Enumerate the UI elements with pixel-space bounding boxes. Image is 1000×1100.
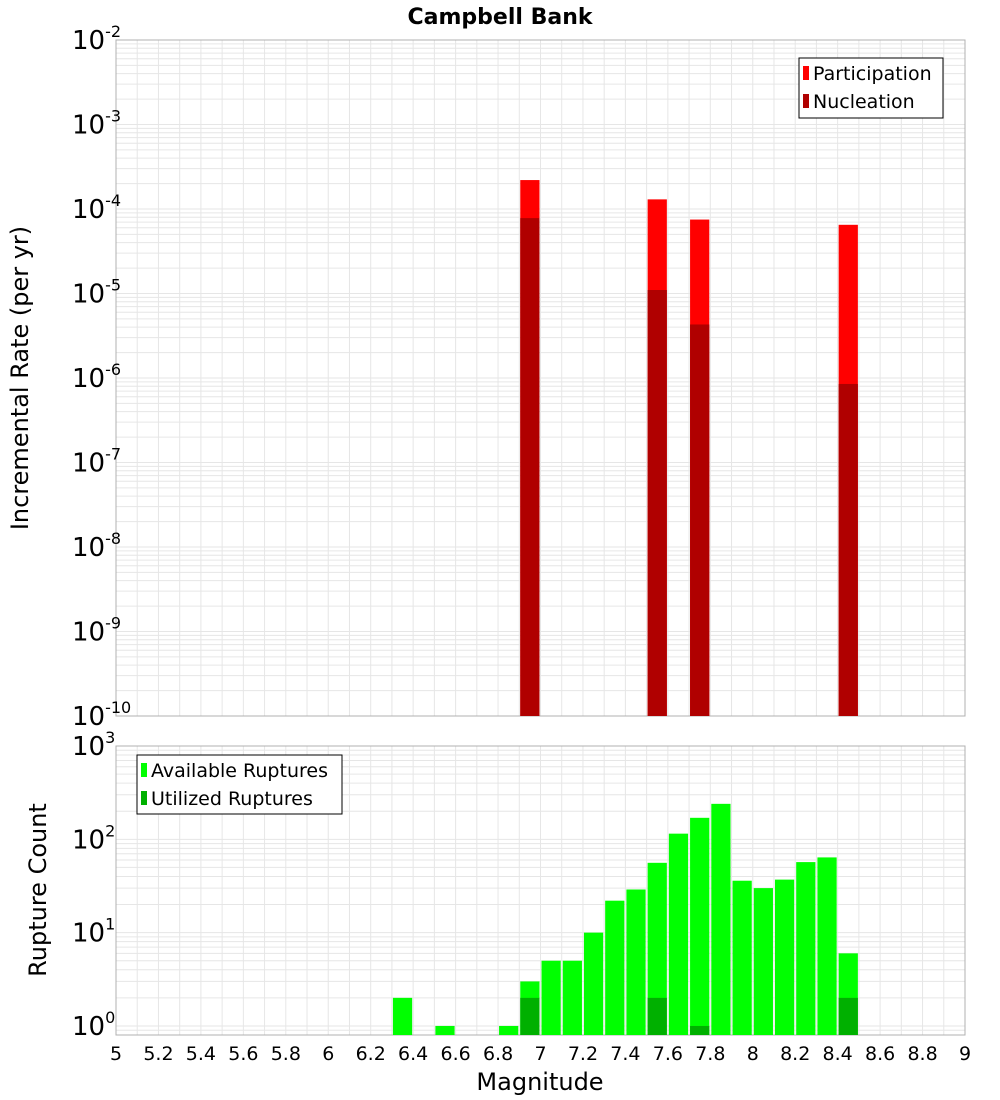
legend-available-swatch bbox=[141, 763, 147, 777]
x-tick-label: 7 bbox=[534, 1043, 546, 1065]
available-ruptures-bar bbox=[541, 960, 561, 1035]
y-tick-label: 10-5 bbox=[72, 276, 121, 310]
x-tick-label: 8.4 bbox=[823, 1043, 853, 1065]
legend-available-label: Available Ruptures bbox=[151, 760, 328, 782]
y-tick-label: 10-9 bbox=[72, 614, 121, 648]
available-ruptures-bar bbox=[435, 1025, 455, 1035]
available-ruptures-bar bbox=[711, 803, 731, 1035]
x-tick-label: 7.4 bbox=[610, 1043, 640, 1065]
y-tick-label: 100 bbox=[72, 1008, 115, 1042]
y-tick-label: 10-6 bbox=[72, 360, 121, 394]
available-ruptures-bar bbox=[605, 900, 625, 1035]
x-tick-label: 8.6 bbox=[865, 1043, 895, 1065]
x-tick-label: 7.2 bbox=[568, 1043, 598, 1065]
y-tick-label: 103 bbox=[72, 728, 115, 762]
nucleation-bar bbox=[838, 383, 858, 716]
x-tick-label: 5.6 bbox=[228, 1043, 258, 1065]
bottom-panel: 103 102 101 100 Rupture Count Available Rup… bbox=[24, 728, 971, 1096]
bottom-legend-box bbox=[136, 754, 343, 815]
y-tick-label: 10-2 bbox=[72, 22, 121, 56]
available-ruptures-bar bbox=[626, 889, 646, 1035]
utilized-ruptures-bar bbox=[647, 997, 667, 1035]
y-tick-label: 10-7 bbox=[72, 445, 121, 479]
x-tick-label: 6.2 bbox=[356, 1043, 386, 1065]
top-legend-box bbox=[798, 57, 944, 119]
bottom-plot-frame bbox=[115, 745, 966, 1036]
top-grid bbox=[115, 39, 966, 717]
available-ruptures-bar bbox=[796, 862, 816, 1035]
y-tick-label: 10-3 bbox=[72, 107, 121, 141]
top-plot-frame bbox=[115, 39, 966, 717]
bottom-bars bbox=[392, 803, 858, 1035]
legend-participation-swatch bbox=[803, 66, 809, 80]
available-ruptures-bar bbox=[392, 997, 413, 1035]
y-tick-label: 10-8 bbox=[72, 529, 121, 563]
y-tick-label: 10-10 bbox=[72, 698, 131, 732]
legend-participation-label: Participation bbox=[813, 63, 932, 85]
available-ruptures-bar bbox=[668, 833, 689, 1035]
nucleation-bar bbox=[690, 324, 710, 716]
available-ruptures-bar bbox=[562, 960, 582, 1035]
available-ruptures-bar bbox=[817, 857, 837, 1035]
legend-utilized-swatch bbox=[141, 791, 147, 805]
available-ruptures-bar bbox=[774, 879, 795, 1035]
x-tick-label: 7.8 bbox=[695, 1043, 725, 1065]
legend-nucleation-label: Nucleation bbox=[813, 91, 915, 113]
top-legend: Participation Nucleation bbox=[798, 57, 944, 119]
nucleation-bar bbox=[647, 290, 667, 716]
available-ruptures-bar bbox=[753, 888, 773, 1035]
available-ruptures-bar bbox=[690, 817, 710, 1035]
x-ticks: 5 5.2 5.4 5.6 5.8 6 6.2 6.4 6.6 6.8 7 7.2 7.4 7.6 7.8 8… bbox=[110, 1043, 971, 1065]
y-tick-label: 10-4 bbox=[72, 191, 121, 225]
x-tick-label: 7.6 bbox=[653, 1043, 683, 1065]
chart-title: Campbell Bank bbox=[408, 5, 594, 30]
available-ruptures-bar bbox=[583, 932, 604, 1035]
top-panel: 10-2 10-3 10-4 10-5 10-6 10-7 10-8 10-9 10-10 In… bbox=[6, 22, 966, 732]
y-tick-label: 101 bbox=[72, 915, 115, 949]
x-tick-label: 5.2 bbox=[143, 1043, 173, 1065]
legend-nucleation-swatch bbox=[803, 94, 809, 108]
utilized-ruptures-bar bbox=[520, 997, 540, 1035]
legend-utilized-label: Utilized Ruptures bbox=[151, 788, 313, 810]
x-tick-label: 6.8 bbox=[483, 1043, 513, 1065]
x-tick-label: 6 bbox=[322, 1043, 334, 1065]
bottom-y-axis-label: Rupture Count bbox=[24, 803, 52, 977]
bottom-y-ticks: 103 102 101 100 bbox=[72, 728, 115, 1042]
x-tick-label: 5.4 bbox=[186, 1043, 216, 1065]
top-y-ticks: 10-2 10-3 10-4 10-5 10-6 10-7 10-8 10-9 10-10 bbox=[72, 22, 131, 732]
x-tick-label: 5.8 bbox=[271, 1043, 301, 1065]
x-tick-label: 6.6 bbox=[440, 1043, 470, 1065]
x-tick-label: 5 bbox=[110, 1043, 122, 1065]
utilized-ruptures-bar bbox=[690, 1025, 710, 1035]
y-tick-label: 102 bbox=[72, 821, 115, 855]
available-ruptures-bar bbox=[732, 880, 752, 1035]
available-ruptures-bar bbox=[499, 1025, 519, 1035]
x-tick-label: 8.2 bbox=[780, 1043, 810, 1065]
utilized-ruptures-bar bbox=[838, 997, 858, 1035]
x-tick-label: 6.4 bbox=[398, 1043, 428, 1065]
top-y-axis-label: Incremental Rate (per yr) bbox=[6, 226, 34, 530]
nucleation-bar bbox=[520, 218, 540, 716]
top-bars bbox=[520, 180, 858, 717]
x-tick-label: 9 bbox=[959, 1043, 971, 1065]
bottom-legend: Available Ruptures Utilized Ruptures bbox=[136, 754, 343, 815]
x-axis-label: Magnitude bbox=[476, 1068, 603, 1096]
x-tick-label: 8.8 bbox=[907, 1043, 937, 1065]
x-tick-label: 8 bbox=[747, 1043, 759, 1065]
available-ruptures-bar bbox=[647, 862, 667, 1035]
